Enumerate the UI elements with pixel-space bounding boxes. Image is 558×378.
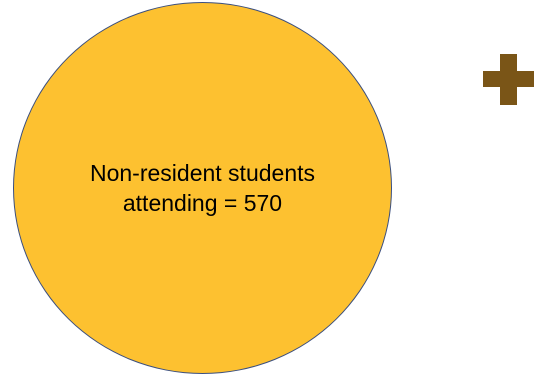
circle-label-line-1: Non-resident students <box>89 160 315 186</box>
plus-icon <box>483 54 534 105</box>
circle-label-line-2: attending = 570 <box>122 190 283 216</box>
plus-icon-vertical-bar <box>500 54 517 105</box>
circle-label: Non-resident students attending = 570 <box>13 2 392 374</box>
non-resident-students-circle <box>13 2 392 374</box>
